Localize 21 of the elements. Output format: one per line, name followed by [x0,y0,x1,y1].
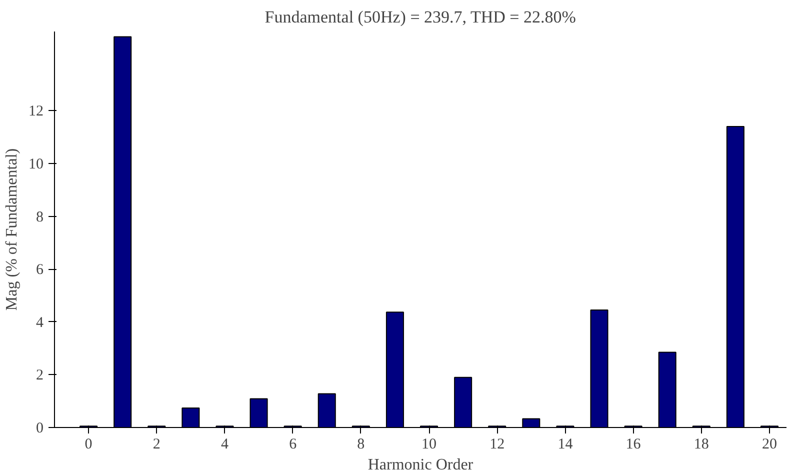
y-tick-label: 2 [36,368,44,384]
x-tick-label: 18 [694,436,709,452]
x-axis-title: Harmonic Order [368,456,474,474]
x-tick-label: 16 [626,436,642,452]
y-tick-label: 6 [36,262,44,278]
y-tick-label: 12 [28,104,44,120]
y-tick-label: 8 [36,209,44,226]
x-tick-label: 14 [558,436,574,452]
x-tick-label: 0 [84,436,92,452]
x-tick-label: 12 [490,436,505,452]
x-tick-label: 8 [357,436,365,452]
x-tick-label: 4 [220,436,229,452]
x-tick-label: 2 [152,436,160,452]
x-tick-label: 20 [762,436,777,452]
y-tick-label: 10 [28,156,44,172]
y-axis-title: Mag (% of Fundamental) [4,148,20,311]
y-tick-label: 0 [36,420,44,436]
x-tick-label: 6 [289,436,298,452]
x-tick-label: 10 [422,436,437,452]
y-tick-label: 4 [36,314,44,331]
chart-title: Fundamental (50Hz) = 239.7, THD = 22.80% [264,8,576,26]
